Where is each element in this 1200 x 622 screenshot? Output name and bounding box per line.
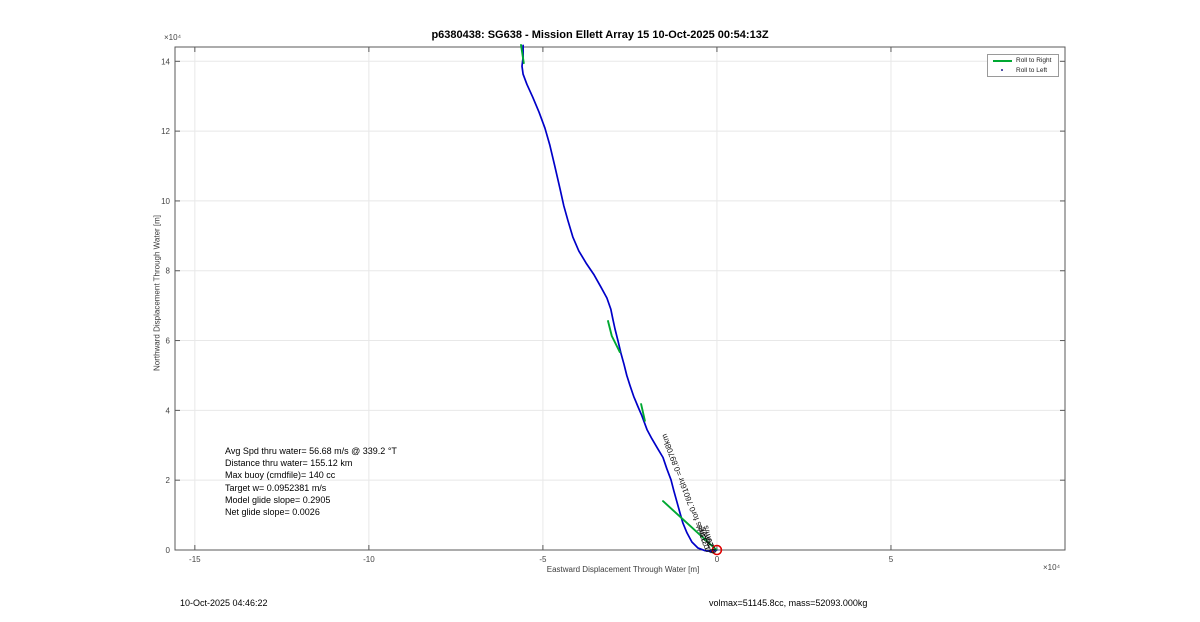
tick-labels: -15 -10 -5 0 5 0 2 4 6 8 10 12 14 bbox=[161, 57, 894, 564]
svg-text:2: 2 bbox=[166, 476, 171, 485]
stats-annotation: Avg Spd thru water= 56.68 m/s @ 339.2 °T… bbox=[225, 445, 397, 518]
stat-avg-speed: Avg Spd thru water= 56.68 m/s @ 339.2 °T bbox=[225, 446, 397, 456]
stat-model-glide-slope: Model glide slope= 0.2905 bbox=[225, 494, 331, 505]
y-axis-label: Northward Displacement Through Water [m] bbox=[152, 214, 162, 372]
x-axis-exponent: ×10⁴ bbox=[1043, 563, 1061, 572]
track-series bbox=[520, 43, 723, 556]
legend-label-roll-left: Roll to Left bbox=[1016, 66, 1048, 74]
volmax-mass-note: volmax=51145.8cc, mass=52093.000kg bbox=[709, 598, 868, 608]
svg-text:0: 0 bbox=[166, 546, 171, 555]
svg-text:5: 5 bbox=[889, 555, 894, 564]
svg-text:-15: -15 bbox=[189, 555, 201, 564]
gridlines bbox=[175, 47, 1065, 550]
x-axis-label: Eastward Displacement Through Water [m] bbox=[546, 565, 700, 574]
svg-text:8: 8 bbox=[166, 267, 171, 276]
roll-left-dot-swatch bbox=[993, 66, 1012, 75]
svg-text:0: 0 bbox=[715, 555, 720, 564]
axes-box bbox=[174, 46, 1066, 551]
svg-text:-10: -10 bbox=[363, 555, 375, 564]
legend-item-roll-left: Roll to Left bbox=[988, 66, 1058, 75]
stat-distance: Distance thru water= 155.12 km bbox=[225, 458, 353, 469]
svg-text:10: 10 bbox=[161, 197, 170, 206]
y-axis-exponent: ×10⁴ bbox=[164, 33, 182, 42]
legend: Roll to Right Roll to Left bbox=[987, 54, 1059, 77]
legend-label-roll-right: Roll to Right bbox=[1016, 57, 1052, 65]
svg-text:14: 14 bbox=[161, 57, 170, 66]
roll-right-line-swatch bbox=[993, 59, 1012, 62]
plot-timestamp: 10-Oct-2025 04:46:22 bbox=[180, 598, 268, 608]
plot-title: p6380438: SG638 - Mission Ellett Array 1… bbox=[431, 29, 769, 41]
stat-max-buoy: Max buoy (cmdfile)= 140 cc bbox=[225, 470, 336, 481]
svg-text:4: 4 bbox=[166, 406, 171, 415]
svg-text:6: 6 bbox=[166, 337, 171, 346]
legend-item-roll-right: Roll to Right bbox=[988, 56, 1058, 65]
stat-net-glide-slope: Net glide slope= 0.0026 bbox=[225, 507, 320, 518]
stat-target-w: Target w= 0.0952381 m/s bbox=[225, 482, 327, 493]
svg-text:-5: -5 bbox=[539, 555, 547, 564]
svg-text:12: 12 bbox=[161, 127, 170, 136]
